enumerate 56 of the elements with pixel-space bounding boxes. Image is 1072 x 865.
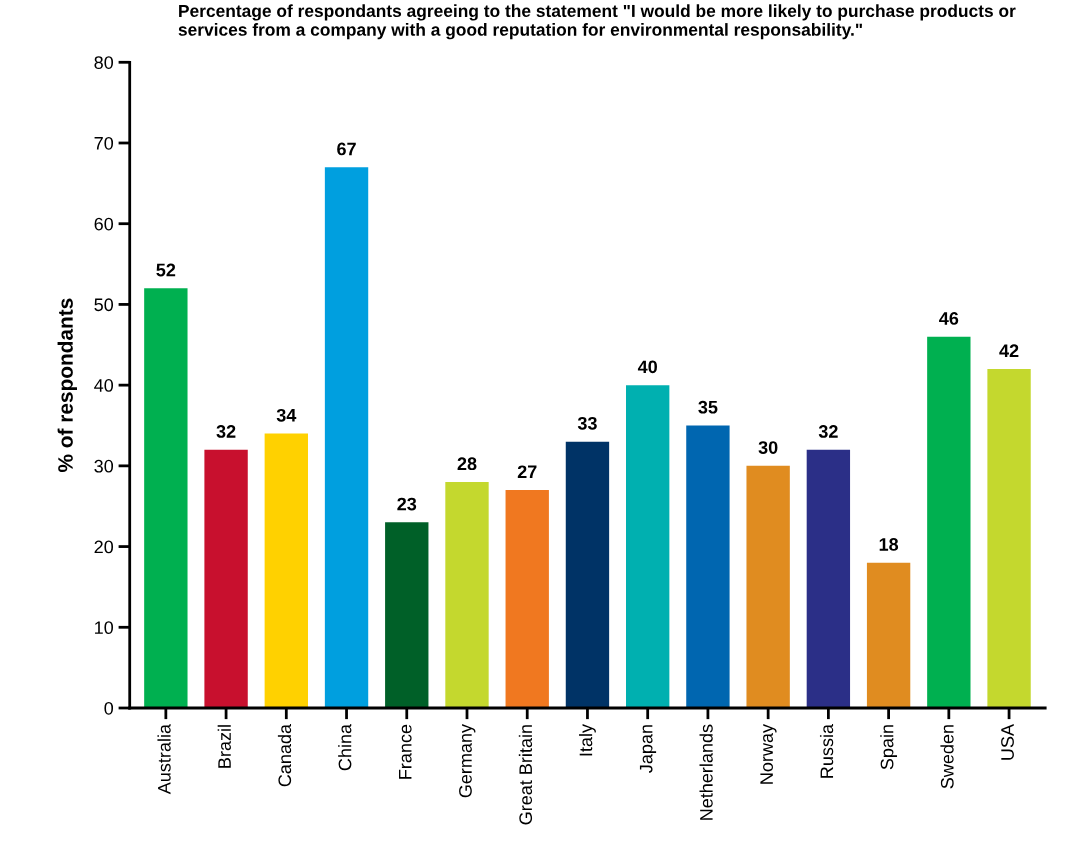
data-label: 28 — [457, 457, 477, 471]
data-label: 33 — [577, 416, 597, 430]
y-tick-label: 60 — [94, 217, 114, 231]
bar — [866, 562, 911, 708]
bar — [445, 482, 489, 708]
y-tick-label: 0 — [104, 701, 114, 715]
y-tick-label: 10 — [95, 621, 114, 635]
bar — [565, 441, 610, 708]
bar — [987, 369, 1031, 708]
bar — [385, 522, 429, 708]
bar — [324, 167, 369, 708]
data-label: 18 — [879, 538, 899, 551]
x-tick-label: France — [399, 724, 412, 779]
bar — [746, 465, 790, 708]
bar — [927, 336, 971, 708]
bar — [686, 425, 730, 708]
x-tick-label: Japan — [639, 725, 657, 773]
data-label: 32 — [216, 425, 236, 438]
data-label: 35 — [698, 400, 718, 414]
x-tick-label: Russia — [819, 723, 834, 778]
bar — [626, 385, 670, 708]
y-tick-label: 20 — [94, 540, 114, 554]
x-tick-label: Sweden — [940, 725, 954, 789]
data-label: 67 — [337, 142, 356, 156]
bar — [264, 433, 308, 708]
data-label: 34 — [276, 408, 297, 422]
y-tick-label: 70 — [94, 136, 114, 150]
x-tick-label: Netherlands — [699, 724, 713, 820]
x-tick-label: China — [338, 723, 352, 771]
x-tick-label: Germany — [459, 724, 476, 798]
chart-title: Percentage of respondants agreeing to the statement "I would be more likely to purchase products or services from a company with a good reputation for environmental responsability." — [178, 4, 1016, 40]
x-tick-label: USA — [1001, 724, 1014, 760]
y-tick-label: 80 — [94, 56, 114, 69]
data-label: 40 — [637, 360, 657, 374]
data-label: 52 — [156, 263, 176, 277]
data-label: 27 — [517, 465, 537, 478]
data-label: 23 — [397, 497, 417, 511]
bar — [204, 449, 248, 708]
x-tick-label: Norway — [760, 724, 777, 784]
x-tick-label: Brazil — [217, 725, 231, 768]
y-tick-label: 40 — [94, 379, 114, 392]
x-tick-label: Canada — [277, 723, 292, 787]
bar — [806, 449, 851, 708]
data-label: 42 — [999, 344, 1019, 357]
x-tick-label: Australia — [157, 723, 171, 795]
y-axis-title: % of respondants — [57, 298, 77, 473]
data-label: 46 — [939, 312, 959, 325]
x-tick-label: Italy — [579, 724, 596, 756]
bar — [505, 490, 549, 708]
x-tick-label: Spain — [880, 725, 898, 770]
y-tick-label: 50 — [94, 298, 114, 312]
data-label: 32 — [818, 425, 838, 438]
y-tick-label: 30 — [94, 459, 114, 473]
bar — [144, 288, 188, 708]
x-tick-label: Great Britain — [518, 725, 533, 825]
data-label: 30 — [758, 441, 778, 454]
